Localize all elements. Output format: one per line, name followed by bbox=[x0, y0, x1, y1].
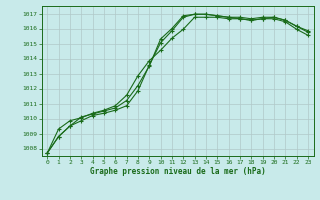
X-axis label: Graphe pression niveau de la mer (hPa): Graphe pression niveau de la mer (hPa) bbox=[90, 167, 266, 176]
